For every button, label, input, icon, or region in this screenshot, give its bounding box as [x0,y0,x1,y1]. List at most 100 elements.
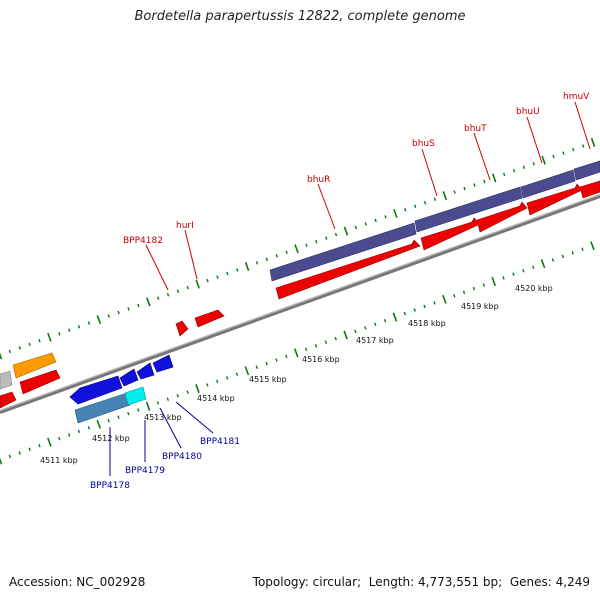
gene-blue-long[interactable] [69,375,123,405]
lower-tick-59 [581,247,584,252]
upper-tick-9 [87,321,91,325]
gene-BPP4179-cyan[interactable] [124,386,147,406]
lower-tick-55 [540,259,546,269]
lower-tick-24 [235,372,239,377]
leader-BPP4181 [175,401,214,434]
scale-label-4513: 4513 kbp [144,413,182,422]
lower-tick-39 [383,318,387,323]
label-BPP4181[interactable]: BPP4181 [200,437,240,447]
lower-tick-34 [334,336,337,341]
upper-tick-43 [423,200,427,205]
lower-tick-31 [304,347,308,352]
lower-tick-58 [571,251,574,255]
gene-blue-3[interactable] [136,362,155,380]
upper-tick-10 [96,315,102,325]
upper-tick-0 [0,352,3,360]
gene-hurI-red[interactable] [194,309,225,328]
gene-bhuS-purple[interactable] [414,186,523,233]
gene-left-red-2[interactable] [0,391,17,409]
label-BPP4178[interactable]: BPP4178 [90,481,130,491]
lower-tick-26 [255,365,258,369]
lower-tick-9 [87,426,91,430]
lower-tick-19 [186,390,189,394]
lower-tick-1 [8,454,12,459]
label-BPP4179[interactable]: BPP4179 [125,466,165,476]
label-bhuU[interactable]: bhuU [516,107,540,117]
accession-value: NC_002928 [76,575,146,589]
label-bhuT[interactable]: bhuT [464,124,487,134]
gene-left-red-1[interactable] [19,369,61,395]
lower-tick-54 [532,265,535,269]
upper-tick-45 [442,191,448,201]
gene-hmuV-red[interactable] [579,180,600,199]
upper-tick-19 [186,285,189,290]
upper-tick-60 [590,137,596,147]
lower-tick-3 [28,447,31,452]
upper-tick-42 [413,204,417,208]
scale-label-4518: 4518 kbp [408,319,446,328]
lower-tick-44 [433,301,436,305]
lower-tick-32 [314,343,318,348]
scale-label-4512: 4512 kbp [92,434,130,443]
upper-tick-33 [325,236,328,240]
leader-bhuT [473,132,491,181]
upper-tick-16 [156,296,160,301]
lower-tick-41 [403,311,407,316]
lower-tick-5 [47,437,52,447]
upper-tick-49 [483,179,486,184]
upper-tick-53 [522,165,526,170]
lower-tick-42 [413,308,416,312]
label-BPP4180[interactable]: BPP4180 [162,452,202,462]
label-hurI[interactable]: hurI [176,221,194,231]
lower-tick-33 [324,340,328,344]
lower-tick-29 [285,354,288,359]
gene-blue-4[interactable] [152,354,174,373]
lower-tick-18 [176,393,179,398]
leader-hmuV [574,101,591,150]
lower-tick-43 [423,304,426,309]
upper-tick-52 [512,169,516,173]
upper-tick-50 [491,173,497,183]
upper-tick-34 [334,232,338,237]
upper-tick-59 [581,144,585,148]
gene-left-orange[interactable] [12,352,57,379]
lower-tick-52 [512,272,515,277]
leader-hurI [184,229,198,280]
gene-blue-2[interactable] [119,368,139,387]
upper-tick-29 [285,250,288,255]
gene-bhuT-purple[interactable] [520,169,576,199]
gene-BPP4182-red[interactable] [175,320,189,337]
lower-tick-11 [107,418,110,423]
lower-tick-35 [343,330,348,340]
map-title: Bordetella parapertussis 12822, complete… [134,9,466,24]
gene-bhuT-red[interactable] [476,201,528,233]
upper-tick-3 [28,342,31,347]
upper-tick-51 [502,172,506,177]
lower-tick-60 [590,241,595,251]
gene-left-grey[interactable] [0,370,13,390]
upper-tick-47 [463,186,466,191]
upper-tick-15 [146,297,151,307]
label-BPP4182[interactable]: BPP4182 [123,236,163,246]
upper-tick-8 [77,324,81,329]
label-hmuV[interactable]: hmuV [563,92,590,102]
gene-bhuR-red[interactable] [275,239,421,300]
upper-tick-2 [18,346,21,350]
genome-stats: Topology: circular; Length: 4,773,551 bp… [252,575,590,589]
upper-tick-30 [294,244,299,254]
upper-tick-13 [127,307,130,311]
gene-BPP4178-steel[interactable] [74,392,131,424]
lower-tick-51 [502,276,505,280]
upper-tick-24 [236,268,239,272]
upper-tick-row [0,137,596,360]
gene-bhuR-purple[interactable] [269,222,417,282]
label-bhuR[interactable]: bhuR [307,175,330,185]
upper-tick-38 [374,218,377,223]
upper-tick-18 [176,289,180,294]
lower-tick-7 [67,433,71,437]
gene-hmuV-purple[interactable] [573,160,600,181]
lower-tick-21 [206,383,209,387]
label-bhuS[interactable]: bhuS [412,139,435,149]
gene-bhuU-red[interactable] [526,183,583,216]
scale-label-4514: 4514 kbp [197,394,235,403]
